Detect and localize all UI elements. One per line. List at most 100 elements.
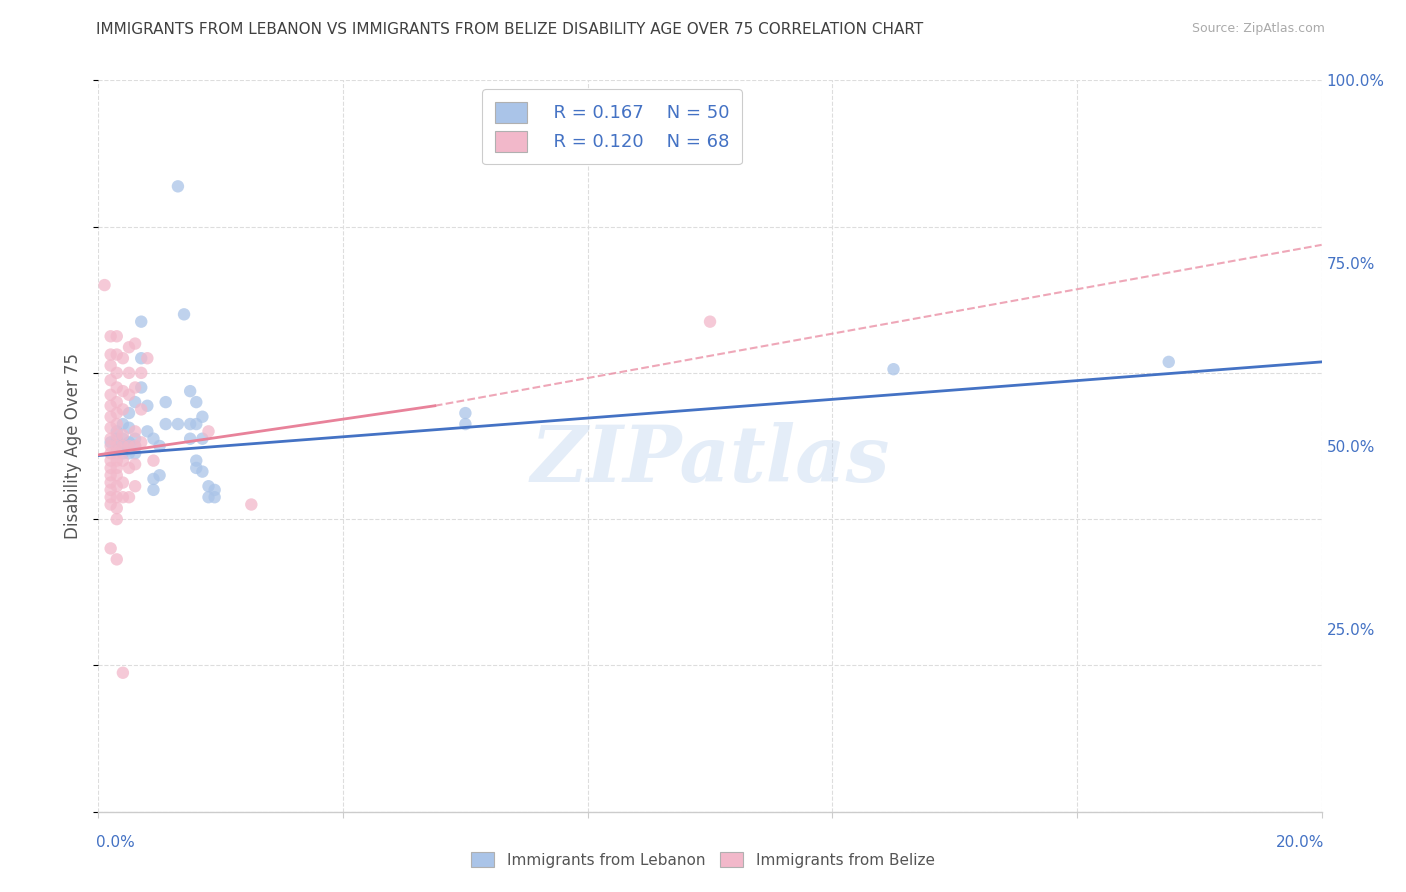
Point — [100, 498, 122, 512]
Point — [111, 490, 134, 504]
Point — [124, 458, 146, 472]
Point — [167, 417, 190, 431]
Point — [100, 421, 122, 435]
Point — [100, 483, 122, 497]
Point — [100, 475, 122, 490]
Point — [136, 351, 159, 366]
Point — [105, 432, 128, 446]
Point — [100, 468, 122, 483]
Point — [105, 446, 128, 460]
Point — [129, 315, 152, 329]
Text: Source: ZipAtlas.com: Source: ZipAtlas.com — [1191, 22, 1324, 36]
Point — [149, 468, 172, 483]
Point — [118, 340, 141, 354]
Point — [136, 399, 159, 413]
Point — [191, 409, 214, 424]
Point — [204, 490, 226, 504]
Point — [197, 479, 219, 493]
Point — [111, 432, 134, 446]
Point — [142, 453, 165, 467]
Point — [105, 552, 128, 566]
Point — [186, 461, 208, 475]
Point — [111, 417, 134, 431]
Point — [111, 446, 134, 460]
Point — [100, 439, 122, 453]
Point — [197, 425, 219, 439]
Point — [105, 395, 128, 409]
Point — [100, 359, 122, 373]
Point — [105, 501, 128, 516]
Point — [699, 315, 721, 329]
Point — [100, 409, 122, 424]
Point — [105, 380, 128, 394]
Point — [179, 384, 201, 399]
Point — [124, 446, 146, 460]
Point — [111, 439, 134, 453]
Point — [118, 406, 141, 420]
Point — [118, 461, 141, 475]
Point — [1157, 355, 1180, 369]
Point — [111, 428, 134, 442]
Point — [124, 395, 146, 409]
Point — [105, 479, 128, 493]
Point — [186, 395, 208, 409]
Point — [149, 439, 172, 453]
Point — [100, 453, 122, 467]
Point — [129, 435, 152, 450]
Text: IMMIGRANTS FROM LEBANON VS IMMIGRANTS FROM BELIZE DISABILITY AGE OVER 75 CORRELA: IMMIGRANTS FROM LEBANON VS IMMIGRANTS FR… — [96, 22, 922, 37]
Point — [118, 439, 141, 453]
Point — [129, 402, 152, 417]
Point — [105, 329, 128, 343]
Point — [105, 453, 128, 467]
Point — [142, 432, 165, 446]
Point — [105, 461, 128, 475]
Point — [118, 388, 141, 402]
Point — [111, 351, 134, 366]
Point — [124, 336, 146, 351]
Point — [179, 432, 201, 446]
Point — [118, 490, 141, 504]
Point — [118, 366, 141, 380]
Point — [129, 351, 152, 366]
Point — [105, 425, 128, 439]
Point — [111, 665, 134, 680]
Point — [142, 472, 165, 486]
Point — [118, 439, 141, 453]
Point — [100, 348, 122, 362]
Legend:   R = 0.167    N = 50,   R = 0.120    N = 68: R = 0.167 N = 50, R = 0.120 N = 68 — [482, 89, 742, 164]
Y-axis label: Disability Age Over 75: Disability Age Over 75 — [65, 353, 83, 539]
Point — [100, 541, 122, 556]
Point — [118, 435, 141, 450]
Point — [105, 468, 128, 483]
Point — [111, 402, 134, 417]
Point — [105, 439, 128, 453]
Point — [454, 406, 477, 420]
Point — [100, 399, 122, 413]
Point — [186, 453, 208, 467]
Point — [124, 439, 146, 453]
Text: 20.0%: 20.0% — [1277, 836, 1324, 850]
Text: 0.0%: 0.0% — [96, 836, 135, 850]
Point — [197, 490, 219, 504]
Text: ZIPatlas: ZIPatlas — [530, 423, 890, 499]
Point — [100, 446, 122, 460]
Point — [111, 475, 134, 490]
Point — [105, 366, 128, 380]
Point — [191, 465, 214, 479]
Point — [93, 278, 115, 293]
Point — [191, 432, 214, 446]
Point — [124, 432, 146, 446]
Point — [111, 384, 134, 399]
Point — [124, 439, 146, 453]
Point — [100, 373, 122, 387]
Point — [105, 442, 128, 457]
Point — [124, 425, 146, 439]
Point — [100, 432, 122, 446]
Point — [240, 498, 263, 512]
Point — [173, 307, 195, 321]
Point — [167, 179, 190, 194]
Point — [204, 483, 226, 497]
Point — [100, 461, 122, 475]
Point — [100, 435, 122, 450]
Point — [105, 417, 128, 431]
